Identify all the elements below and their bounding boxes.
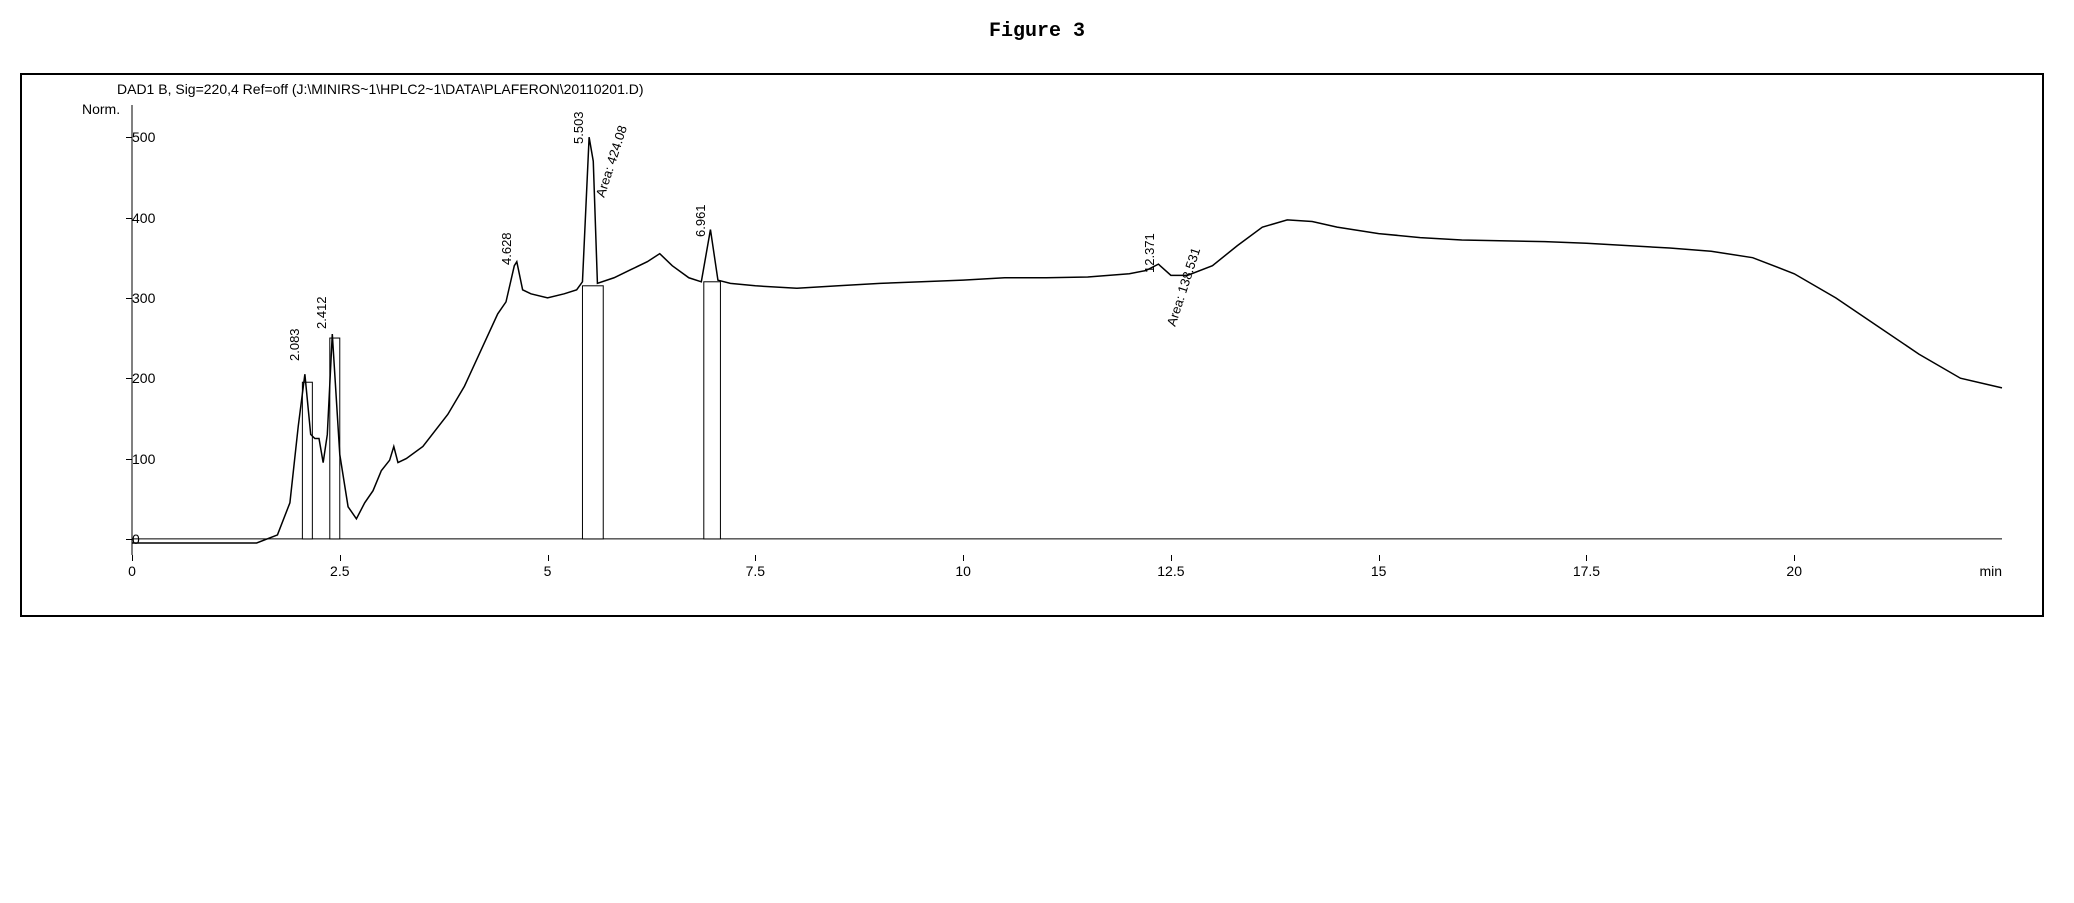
y-tick-mark: [126, 137, 132, 138]
x-tick-mark: [132, 555, 133, 561]
x-tick-label: 12.5: [1157, 563, 1184, 579]
x-tick-label: 7.5: [746, 563, 765, 579]
y-tick-mark: [126, 378, 132, 379]
x-tick-mark: [340, 555, 341, 561]
peak-label: 2.083: [287, 329, 302, 362]
peak-bar: [704, 282, 721, 539]
x-tick-label: 17.5: [1573, 563, 1600, 579]
chromatogram-chart: DAD1 B, Sig=220,4 Ref=off (J:\MINIRS~1\H…: [20, 73, 2044, 617]
x-tick-mark: [1794, 555, 1795, 561]
x-tick-mark: [1586, 555, 1587, 561]
y-tick-mark: [126, 459, 132, 460]
chart-info-text: DAD1 B, Sig=220,4 Ref=off (J:\MINIRS~1\H…: [117, 81, 644, 97]
x-tick-label: 5: [544, 563, 552, 579]
x-tick-mark: [963, 555, 964, 561]
x-tick-label: 0: [128, 563, 136, 579]
peak-label: 6.961: [693, 204, 708, 237]
y-tick-mark: [126, 539, 132, 540]
x-tick-label: 20: [1786, 563, 1802, 579]
x-tick-mark: [1379, 555, 1380, 561]
peak-label: 4.628: [499, 232, 514, 265]
peak-label: 12.371: [1142, 233, 1157, 273]
peak-label: 2.412: [314, 296, 329, 329]
chromatogram-line: [132, 137, 2002, 543]
figure-title: Figure 3: [20, 20, 2054, 43]
x-tick-mark: [755, 555, 756, 561]
peak-bar: [582, 286, 603, 539]
x-tick-mark: [1171, 555, 1172, 561]
x-tick-label: 2.5: [330, 563, 349, 579]
x-tick-label: 15: [1371, 563, 1387, 579]
chart-svg: [132, 105, 2002, 555]
x-axis-unit: min: [1979, 563, 2002, 579]
x-tick-mark: [548, 555, 549, 561]
x-tick-label: 10: [955, 563, 971, 579]
y-axis-label: Norm.: [82, 101, 120, 117]
y-tick-mark: [126, 298, 132, 299]
plot-area: min 010020030040050002.557.51012.51517.5…: [132, 105, 2002, 555]
peak-label: 5.503: [571, 112, 586, 145]
y-tick-mark: [126, 218, 132, 219]
